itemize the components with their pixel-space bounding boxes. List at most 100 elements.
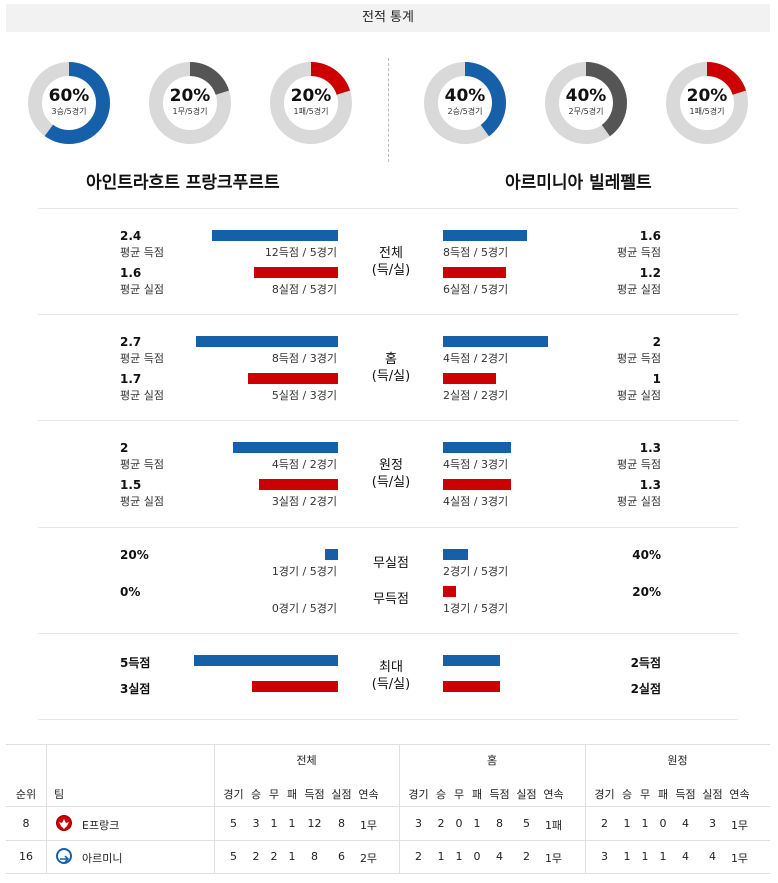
home-conceded-bar	[259, 479, 338, 490]
divider	[38, 314, 738, 315]
total-losses-cell: 1	[288, 850, 296, 863]
col-header-draws: 무	[268, 788, 280, 801]
total-scored-cell: 8	[311, 850, 318, 863]
col-header-losses: 패	[286, 788, 298, 801]
divider	[38, 208, 738, 209]
home-scored-count: 4득점 / 2경기	[271, 458, 337, 471]
home-scored-cell: 4	[496, 850, 503, 863]
home-conceded-count: 8실점 / 5경기	[271, 283, 337, 296]
team-link[interactable]: 아르미니	[82, 852, 123, 865]
col-header-losses: 패	[657, 788, 669, 801]
away-team-name: 아르미니아 빌레펠트	[505, 173, 652, 193]
col-header-conceded: 실점	[331, 788, 352, 801]
donut-pct: 60%	[48, 86, 90, 106]
home-max-conceded: 3실점	[120, 682, 151, 696]
home-avg-conceded-label: 평균 실점	[120, 283, 164, 296]
donut-pct: 40%	[565, 86, 607, 106]
donut-arc	[28, 62, 110, 144]
away-conceded-bar	[443, 267, 506, 278]
category-clean-sheet: 무실점	[373, 556, 409, 571]
away-wins-cell: 1	[623, 850, 631, 863]
away-avg-scored-label: 평균 득점	[617, 352, 661, 365]
home-scored-count: 12득점 / 5경기	[264, 246, 337, 259]
donut-pct: 40%	[444, 86, 486, 106]
home-avg-scored: 2	[120, 441, 129, 455]
away-conceded-cell: 3	[709, 817, 716, 830]
table-top-border	[6, 744, 770, 745]
total-draws-cell: 1	[270, 817, 278, 830]
donut-pct: 20%	[686, 86, 728, 106]
home-no-score-count: 0경기 / 5경기	[271, 602, 337, 615]
home-max-scored-bar	[194, 655, 338, 666]
away-conceded-bar	[443, 373, 496, 384]
donut-home-draw: 20% 1무/5경기	[147, 60, 233, 146]
category-line2: (득/실)	[371, 263, 411, 278]
home-avg-scored-label: 평균 득점	[120, 246, 164, 259]
away-conceded-count: 4실점 / 3경기	[443, 495, 509, 508]
table-col-divider	[214, 744, 215, 873]
total-games-cell: 5	[230, 817, 237, 830]
donut-arc	[545, 62, 627, 144]
home-scored-cell: 8	[496, 817, 503, 830]
away-wins-cell: 1	[623, 817, 631, 830]
category-line2: (득/실)	[371, 475, 411, 490]
away-draws-cell: 1	[641, 850, 649, 863]
away-scored-cell: 4	[682, 850, 689, 863]
total-wins-cell: 3	[252, 817, 260, 830]
away-conceded-bar	[443, 479, 511, 490]
col-header-wins: 승	[435, 788, 447, 801]
home-max-conceded-bar	[252, 681, 338, 692]
home-avg-conceded-label: 평균 실점	[120, 389, 164, 402]
away-conceded-count: 6실점 / 5경기	[443, 283, 509, 296]
total-games-cell: 5	[230, 850, 237, 863]
donut-ring	[270, 62, 352, 144]
home-losses-cell: 1	[473, 817, 481, 830]
col-header-draws: 무	[639, 788, 651, 801]
home-conceded-cell: 5	[523, 817, 530, 830]
home-draws-cell: 0	[455, 817, 463, 830]
away-scored-cell: 4	[682, 817, 689, 830]
away-avg-conceded-label: 평균 실점	[617, 389, 661, 402]
home-avg-scored-label: 평균 득점	[120, 458, 164, 471]
donut-pct: 20%	[169, 86, 211, 106]
col-header-games: 경기	[408, 788, 429, 801]
away-scored-bar	[443, 336, 548, 347]
divider	[38, 527, 738, 528]
away-clean-sheet-count: 2경기 / 5경기	[443, 565, 509, 578]
away-clean-sheet-pct: 40%	[632, 548, 661, 562]
home-team-name: 아인트라흐트 프랑크푸르트	[86, 173, 280, 193]
donut-sub: 1패/5경기	[689, 107, 725, 116]
home-wins-cell: 2	[437, 817, 445, 830]
table-col-divider	[399, 744, 400, 873]
away-scored-count: 4득점 / 3경기	[443, 458, 509, 471]
rank-cell: 16	[19, 850, 33, 863]
total-draws-cell: 2	[270, 850, 278, 863]
home-draws-cell: 1	[455, 850, 463, 863]
col-header-scored: 득점	[675, 788, 696, 801]
team-link[interactable]: E프랑크	[82, 819, 120, 832]
away-scored-count: 8득점 / 5경기	[443, 246, 509, 259]
total-wins-cell: 2	[252, 850, 260, 863]
group-header-home: 홈	[486, 754, 498, 767]
home-clean-sheet-bar	[325, 549, 338, 560]
col-header-losses: 패	[471, 788, 483, 801]
donut-ring	[149, 62, 231, 144]
donut-arc	[666, 62, 748, 144]
col-header-wins: 승	[621, 788, 633, 801]
away-games-cell: 2	[601, 817, 608, 830]
total-streak-cell: 2무	[359, 852, 378, 865]
category-line1: 최대	[379, 660, 403, 675]
donut-ring	[28, 62, 110, 144]
away-conceded-cell: 4	[709, 850, 716, 863]
eagle-logo	[56, 815, 72, 831]
donut-away-draw: 40% 2무/5경기	[543, 60, 629, 146]
home-clean-sheet-count: 1경기 / 5경기	[271, 565, 337, 578]
home-avg-conceded: 1.6	[120, 266, 142, 280]
away-max-conceded: 2실점	[630, 682, 661, 696]
col-header-streak: 연속	[729, 788, 750, 801]
col-header-streak: 연속	[358, 788, 379, 801]
away-losses-cell: 1	[659, 850, 667, 863]
total-scored-cell: 12	[307, 817, 322, 830]
category-line2: (득/실)	[371, 369, 411, 384]
total-losses-cell: 1	[288, 817, 296, 830]
